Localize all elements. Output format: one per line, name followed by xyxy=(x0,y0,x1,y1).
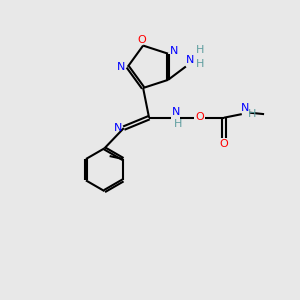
Text: N: N xyxy=(114,122,122,133)
Text: N: N xyxy=(117,62,125,72)
Text: O: O xyxy=(195,112,204,122)
Text: H: H xyxy=(174,119,182,129)
Text: O: O xyxy=(137,34,146,45)
Text: N: N xyxy=(172,107,180,117)
Text: N: N xyxy=(170,46,178,56)
Text: N: N xyxy=(241,103,249,113)
Text: O: O xyxy=(220,139,228,148)
Text: H: H xyxy=(196,45,204,55)
Text: H: H xyxy=(196,59,204,69)
Text: H: H xyxy=(248,109,256,119)
Text: N: N xyxy=(186,55,194,65)
